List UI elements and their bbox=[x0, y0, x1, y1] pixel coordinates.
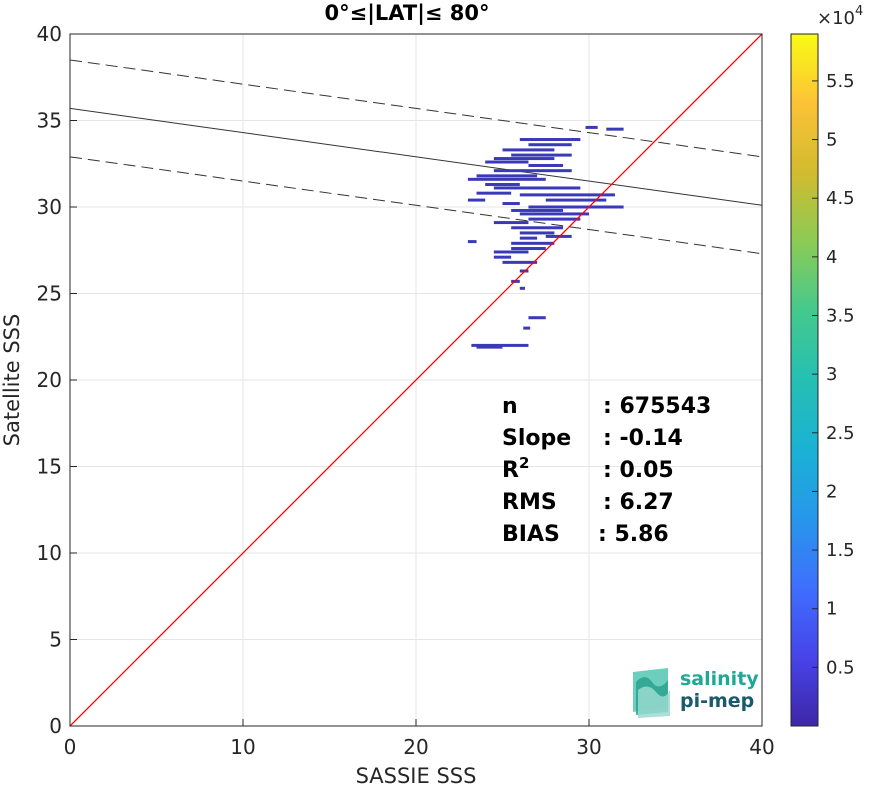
data-point-cluster bbox=[585, 125, 598, 129]
data-point-cluster bbox=[493, 250, 529, 254]
data-point-cluster bbox=[493, 169, 572, 173]
data-point-cluster bbox=[493, 221, 529, 225]
colorbar-tick-label: 4 bbox=[826, 247, 837, 268]
x-axis-label: SASSIE SSS bbox=[356, 764, 477, 788]
data-point-cluster bbox=[519, 193, 615, 197]
stats-label: Slope bbox=[502, 426, 571, 451]
logo-text-salinity: salinity bbox=[680, 668, 759, 690]
stats-label: RMS bbox=[502, 490, 557, 515]
upper-band-line bbox=[70, 59, 762, 158]
colorbar-tick-label: 0.5 bbox=[826, 657, 855, 678]
data-point-cluster bbox=[545, 198, 607, 202]
logo-text-pi-mep: pi-mep bbox=[680, 690, 754, 712]
y-tick-label: 5 bbox=[49, 628, 62, 652]
colorbar-gradient bbox=[790, 33, 819, 727]
data-point-cluster bbox=[467, 198, 486, 202]
data-point-cluster bbox=[519, 138, 581, 142]
stats-box: n : 675543 Slope : -0.14 R2 : 0.05 RMS : 6.27 BI… bbox=[502, 394, 711, 547]
data-point-cluster bbox=[519, 286, 525, 290]
colorbar-tick-label: 1.5 bbox=[826, 540, 855, 561]
data-point-cluster bbox=[528, 205, 624, 209]
lower-band-line bbox=[70, 156, 762, 255]
y-axis-label: Satellite SSS bbox=[0, 314, 24, 447]
colorbar-tick-label: 4.5 bbox=[826, 188, 855, 209]
y-tick-label: 25 bbox=[37, 282, 62, 306]
identity-line bbox=[70, 34, 762, 726]
regression-fit-line bbox=[70, 107, 762, 206]
data-point-cluster bbox=[528, 316, 546, 320]
y-tick-label: 0 bbox=[49, 714, 62, 738]
data-point-cluster bbox=[476, 345, 503, 349]
data-point-cluster bbox=[511, 153, 572, 157]
data-point-cluster bbox=[511, 241, 555, 245]
salinity-pi-mep-logo: salinity pi-mep bbox=[633, 668, 759, 718]
x-tick-label: 0 bbox=[64, 735, 77, 759]
data-point-cluster bbox=[467, 240, 477, 244]
colorbar-tick-label: 1 bbox=[826, 599, 837, 620]
data-layer bbox=[70, 34, 762, 726]
chart-title: 0°≤|LAT|≤ 80° bbox=[324, 1, 489, 26]
stats-label: n bbox=[502, 394, 518, 419]
colorbar-tick-label: 2.5 bbox=[826, 423, 855, 444]
stats-value: : 6.27 bbox=[603, 490, 674, 515]
y-tick-label: 10 bbox=[37, 541, 62, 565]
axis-ticks: 0 10 20 30 40 0 5 10 15 20 25 30 35 40 bbox=[37, 22, 775, 759]
colorbar-tick-label: 5.5 bbox=[826, 71, 855, 92]
y-tick-label: 30 bbox=[37, 195, 62, 219]
data-point-cluster bbox=[493, 186, 581, 190]
data-point-cluster bbox=[493, 255, 512, 259]
data-point-cluster bbox=[519, 236, 538, 240]
stats-label: R2 bbox=[502, 454, 529, 483]
data-point-cluster bbox=[476, 191, 512, 195]
colorbar: 0.5 1 1.5 2 2.5 3 3.5 4 4.5 5 5.5 ×104 bbox=[790, 4, 863, 727]
colorbar-tick-label: 2 bbox=[826, 481, 837, 502]
stats-value: : 0.05 bbox=[603, 458, 674, 483]
data-point-cluster bbox=[519, 231, 555, 235]
data-point-cluster bbox=[471, 343, 529, 347]
data-point-cluster bbox=[519, 212, 589, 216]
data-point-cluster bbox=[485, 160, 529, 164]
data-point-cluster bbox=[606, 127, 624, 131]
data-point-cluster bbox=[502, 148, 555, 152]
logo-mark-icon bbox=[633, 668, 670, 718]
data-point-cluster bbox=[476, 174, 538, 178]
data-point-cluster bbox=[502, 202, 520, 206]
y-tick-label: 20 bbox=[37, 368, 62, 392]
colorbar-multiplier: ×104 bbox=[817, 4, 863, 29]
data-point-cluster bbox=[502, 260, 538, 264]
x-tick-label: 20 bbox=[403, 735, 428, 759]
y-tick-label: 40 bbox=[37, 22, 62, 46]
colorbar-tick-label: 3.5 bbox=[826, 305, 855, 326]
data-point-cluster bbox=[485, 183, 520, 187]
data-point-cluster bbox=[511, 208, 564, 212]
data-point-cluster bbox=[467, 177, 546, 181]
x-tick-label: 10 bbox=[230, 735, 255, 759]
y-tick-label: 35 bbox=[37, 109, 62, 133]
stats-value: : -0.14 bbox=[603, 426, 683, 451]
stats-value: : 5.86 bbox=[598, 522, 669, 547]
x-tick-label: 30 bbox=[576, 735, 601, 759]
colorbar-ticks: 0.5 1 1.5 2 2.5 3 3.5 4 4.5 5 5.5 bbox=[812, 71, 855, 678]
data-point-cluster bbox=[511, 247, 546, 251]
stats-value: : 675543 bbox=[603, 394, 711, 419]
stats-label: BIAS bbox=[502, 522, 560, 547]
data-point-cluster bbox=[511, 226, 564, 230]
y-tick-label: 15 bbox=[37, 455, 62, 479]
colorbar-tick-label: 5 bbox=[826, 130, 837, 151]
colorbar-tick-label: 3 bbox=[826, 364, 837, 385]
data-point-cluster bbox=[493, 157, 555, 161]
data-point-cluster bbox=[523, 326, 531, 330]
x-tick-label: 40 bbox=[749, 735, 774, 759]
data-point-cluster bbox=[528, 163, 564, 167]
data-point-cluster bbox=[528, 217, 581, 221]
data-point-cluster bbox=[528, 143, 572, 147]
